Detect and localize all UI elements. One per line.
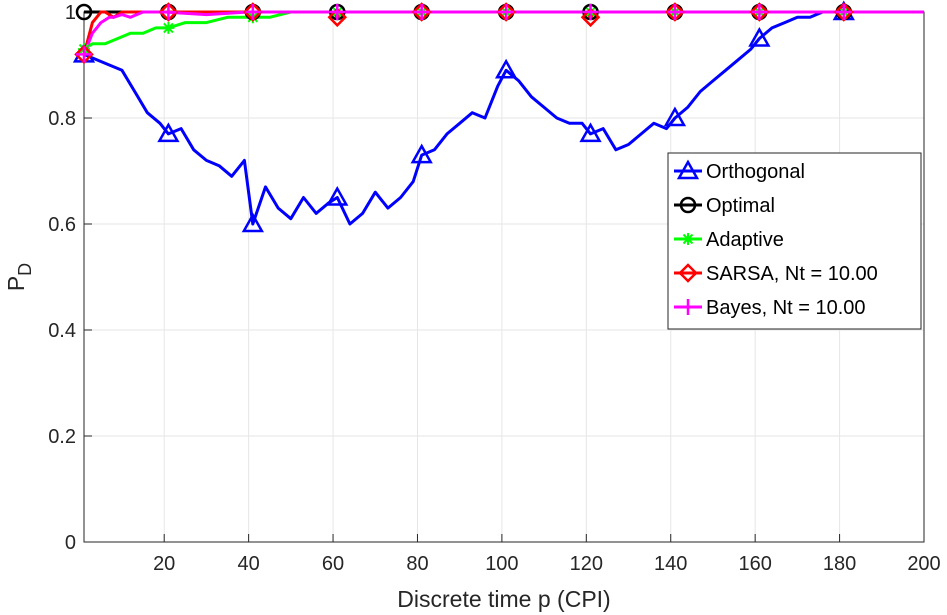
legend-marker-orthogonal [676,159,700,180]
legend-entries: Orthogonal Optimal Adaptive SARSA, Nt = 10.… [674,159,878,319]
series-marker-orthogonal [241,212,264,233]
legend-marker-optimal [679,196,697,214]
series-marker-bayes-nt-10-00 [751,4,768,20]
series-marker-orthogonal [157,122,180,143]
y-tick-label: 0.2 [48,426,76,448]
series-marker-orthogonal [663,106,687,127]
y-tick-label: 1 [65,2,76,24]
y-axis-label-main: P [3,276,29,291]
series-marker-sarsa-nt-10-00 [327,7,348,28]
y-tick-label: 0.6 [48,214,76,236]
y-tick-label: 0.4 [48,320,76,342]
series-line-orthogonal [83,10,924,226]
x-tick-label: 200 [907,553,940,575]
legend-label-orthogonal: Orthogonal [706,161,805,183]
series-marker-sarsa-nt-10-00 [580,7,601,28]
series-line-bayes-nt-10-00 [82,10,924,55]
series-marker-adaptive [162,21,175,34]
y-axis-label: PD [3,263,35,291]
series-marker-bayes-nt-10-00 [160,4,177,21]
series-marker-bayes-nt-10-00 [835,4,852,20]
x-tick-label: 120 [570,553,603,575]
legend-label-optimal: Optimal [706,195,775,217]
y-axis-label-subscript: D [15,263,35,276]
y-tick-label: 0.8 [48,108,76,130]
series-marker-bayes-nt-10-00 [498,4,515,20]
series-marker-bayes-nt-10-00 [329,4,346,20]
legend: Orthogonal Optimal Adaptive SARSA, Nt = 10.… [667,152,922,330]
legend-marker-adaptive [682,233,694,245]
x-tick-label: 40 [237,553,259,575]
legend-label-bayes-nt-10-00: Bayes, Nt = 10.00 [706,297,866,319]
series-markers [72,0,855,233]
series-marker-optimal [75,3,93,21]
legend-label-adaptive: Adaptive [706,229,784,251]
legend-label-sarsa-nt-10-00: SARSA, Nt = 10.00 [706,263,878,285]
x-tick-label: 80 [406,553,428,575]
series-marker-bayes-nt-10-00 [413,4,430,20]
series-marker-orthogonal [326,185,349,206]
legend-box [667,152,922,330]
series-marker-orthogonal [748,26,771,47]
x-tick-label: 60 [322,553,344,575]
x-tick-label: 100 [485,553,518,575]
series-marker-bayes-nt-10-00 [666,4,683,20]
series-marker-orthogonal [410,143,433,164]
legend-marker-bayes-nt-10-00 [680,299,696,315]
x-tick-label: 20 [153,553,175,575]
x-tick-label: 160 [738,553,771,575]
series-marker-bayes-nt-10-00 [582,4,599,20]
y-tick-label: 0 [65,532,76,554]
series-marker-bayes-nt-10-00 [244,4,261,20]
x-tick-label: 180 [823,553,856,575]
x-tick-label: 140 [654,553,687,575]
x-axis-label: Discrete time p (CPI) [397,586,610,612]
series-marker-orthogonal [579,122,602,143]
legend-marker-sarsa-nt-10-00 [678,263,698,283]
axis-ticks: 20 40 60 80 100 120 140 160 180 200 0 0.2 0.4 0.6 0.8 1 [48,2,941,575]
series-marker-orthogonal [494,58,518,79]
series-marker-bayes-nt-10-00 [76,46,92,63]
